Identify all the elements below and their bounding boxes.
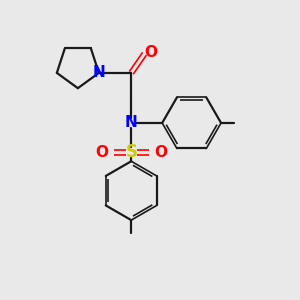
Text: O: O [145, 45, 158, 60]
Text: N: N [125, 116, 138, 130]
Text: O: O [154, 145, 167, 160]
Text: N: N [92, 65, 105, 80]
Text: O: O [95, 145, 108, 160]
Text: S: S [125, 143, 137, 161]
